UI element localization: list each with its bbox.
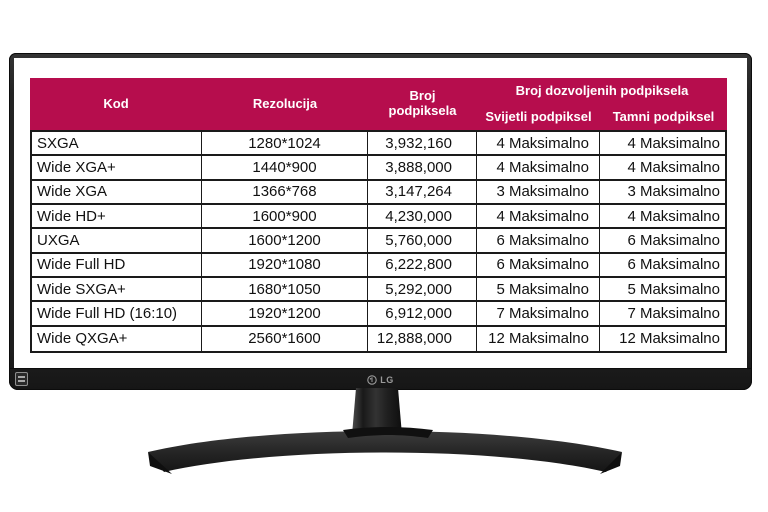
cell-broj-podpiksela: 4,230,000 <box>368 205 477 228</box>
cell-kod: UXGA <box>32 229 202 252</box>
header-broj-podpiksela: Broj podpiksela <box>388 88 457 118</box>
table-row: Wide XGA+ 1440*900 3,888,000 4 Maksimaln… <box>32 156 725 181</box>
table-body: SXGA 1280*1024 3,932,160 4 Maksimalno 4 … <box>30 130 727 353</box>
lg-logo-text: LG <box>380 374 394 385</box>
header-tamni-podpiksel: Tamni podpiksel <box>612 108 715 124</box>
table-row: UXGA 1600*1200 5,760,000 6 Maksimalno 6 … <box>32 229 725 254</box>
cell-broj-podpiksela: 6,222,800 <box>368 253 477 276</box>
table-row: Wide XGA 1366*768 3,147,264 3 Maksimalno… <box>32 180 725 205</box>
cell-broj-podpiksela: 3,147,264 <box>368 180 477 203</box>
cell-rezolucija: 2560*1600 <box>202 326 368 351</box>
cell-broj-podpiksela: 5,760,000 <box>368 229 477 252</box>
cell-svijetli-podpiksel: 4 Maksimalno <box>477 205 600 228</box>
ultrawide-badge-icon <box>15 372 28 386</box>
header-broj-dozvoljenih: Broj dozvoljenih podpiksela <box>515 82 689 98</box>
cell-broj-podpiksela: 12,888,000 <box>368 326 477 351</box>
header-rezolucija: Rezolucija <box>252 95 318 111</box>
cell-kod: Wide Full HD (16:10) <box>32 302 202 325</box>
cell-tamni-podpiksel: 5 Maksimalno <box>627 280 720 298</box>
monitor-frame: Kod Rezolucija Broj podpiksela Broj dozv… <box>9 53 752 390</box>
header-group-dozvoljenih: Broj dozvoljenih podpiksela Svijetli pod… <box>477 78 727 130</box>
cell-svijetli-podpiksel: 7 Maksimalno <box>477 302 600 325</box>
table-row: Wide Full HD 1920*1080 6,222,800 6 Maksi… <box>32 253 725 278</box>
cell-tamni-podpiksel: 4 Maksimalno <box>627 134 720 152</box>
lg-symbol-icon <box>367 374 377 385</box>
table-row: Wide Full HD (16:10) 1920*1200 6,912,000… <box>32 302 725 327</box>
cell-rezolucija: 1366*768 <box>202 180 368 203</box>
table-row: SXGA 1280*1024 3,932,160 4 Maksimalno 4 … <box>32 132 725 157</box>
cell-kod: Wide SXGA+ <box>32 278 202 301</box>
cell-tamni-podpiksel: 6 Maksimalno <box>627 231 720 249</box>
table-row: Wide HD+ 1600*900 4,230,000 4 Maksimalno… <box>32 205 725 230</box>
cell-tamni-podpiksel: 7 Maksimalno <box>627 304 720 322</box>
cell-svijetli-podpiksel: 6 Maksimalno <box>477 253 600 276</box>
cell-kod: Wide QXGA+ <box>32 326 202 351</box>
lg-logo: LG <box>367 375 394 385</box>
header-svijetli-podpiksel: Svijetli podpiksel <box>485 108 592 124</box>
table-header: Kod Rezolucija Broj podpiksela Broj dozv… <box>30 78 727 130</box>
cell-kod: Wide XGA+ <box>32 156 202 179</box>
cell-broj-podpiksela: 3,888,000 <box>368 156 477 179</box>
cell-rezolucija: 1680*1050 <box>202 278 368 301</box>
cell-svijetli-podpiksel: 12 Maksimalno <box>477 326 600 351</box>
monitor-stand-base <box>148 427 622 474</box>
cell-tamni-podpiksel: 4 Maksimalno <box>627 207 720 225</box>
cell-kod: Wide Full HD <box>32 253 202 276</box>
cell-tamni-podpiksel: 6 Maksimalno <box>627 256 720 274</box>
table-row: Wide QXGA+ 2560*1600 12,888,000 12 Maksi… <box>32 326 725 351</box>
monitor-screen: Kod Rezolucija Broj podpiksela Broj dozv… <box>14 58 747 368</box>
cell-broj-podpiksela: 6,912,000 <box>368 302 477 325</box>
cell-svijetli-podpiksel: 4 Maksimalno <box>477 132 600 155</box>
cell-rezolucija: 1920*1080 <box>202 253 368 276</box>
cell-rezolucija: 1600*900 <box>202 205 368 228</box>
subpixel-spec-table: Kod Rezolucija Broj podpiksela Broj dozv… <box>30 78 727 353</box>
cell-svijetli-podpiksel: 4 Maksimalno <box>477 156 600 179</box>
cell-kod: SXGA <box>32 132 202 155</box>
bottom-bezel: LG <box>9 368 752 390</box>
cell-svijetli-podpiksel: 5 Maksimalno <box>477 278 600 301</box>
cell-tamni-podpiksel: 12 Maksimalno <box>619 330 720 348</box>
cell-tamni-podpiksel: 3 Maksimalno <box>627 183 720 201</box>
cell-svijetli-podpiksel: 3 Maksimalno <box>477 180 600 203</box>
cell-broj-podpiksela: 5,292,000 <box>368 278 477 301</box>
cell-rezolucija: 1440*900 <box>202 156 368 179</box>
table-row: Wide SXGA+ 1680*1050 5,292,000 5 Maksima… <box>32 278 725 303</box>
cell-rezolucija: 1920*1200 <box>202 302 368 325</box>
header-kod: Kod <box>103 95 129 111</box>
cell-kod: Wide XGA <box>32 180 202 203</box>
cell-broj-podpiksela: 3,932,160 <box>368 132 477 155</box>
cell-svijetli-podpiksel: 6 Maksimalno <box>477 229 600 252</box>
cell-tamni-podpiksel: 4 Maksimalno <box>627 158 720 176</box>
cell-kod: Wide HD+ <box>32 205 202 228</box>
cell-rezolucija: 1280*1024 <box>202 132 368 155</box>
cell-rezolucija: 1600*1200 <box>202 229 368 252</box>
